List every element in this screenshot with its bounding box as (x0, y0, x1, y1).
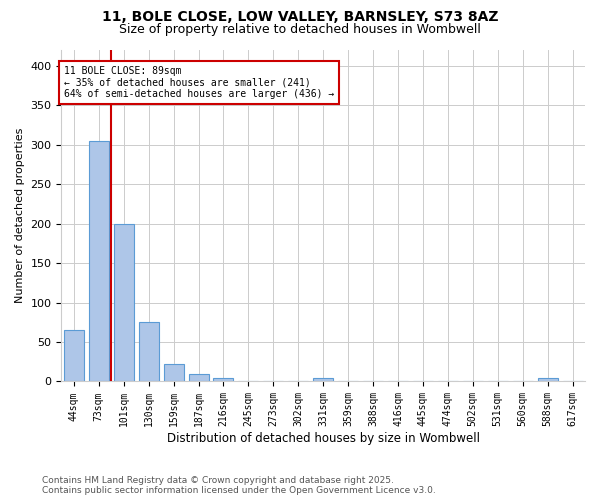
Bar (89, 141, 109, 382)
Bar (64, 330, 84, 382)
Bar (538, 378, 557, 382)
Bar (188, 374, 209, 382)
Bar (164, 364, 184, 382)
Bar (313, 378, 333, 382)
Text: 11, BOLE CLOSE, LOW VALLEY, BARNSLEY, S73 8AZ: 11, BOLE CLOSE, LOW VALLEY, BARNSLEY, S7… (102, 10, 498, 24)
Text: Contains HM Land Registry data © Crown copyright and database right 2025.
Contai: Contains HM Land Registry data © Crown c… (42, 476, 436, 495)
X-axis label: Distribution of detached houses by size in Wombwell: Distribution of detached houses by size … (167, 432, 480, 445)
Bar (139, 322, 158, 382)
Y-axis label: Number of detached properties: Number of detached properties (15, 128, 25, 304)
Bar (114, 224, 134, 382)
Bar (214, 378, 233, 382)
Text: Size of property relative to detached houses in Wombwell: Size of property relative to detached ho… (119, 22, 481, 36)
Text: 11 BOLE CLOSE: 89sqm
← 35% of detached houses are smaller (241)
64% of semi-deta: 11 BOLE CLOSE: 89sqm ← 35% of detached h… (64, 66, 334, 99)
